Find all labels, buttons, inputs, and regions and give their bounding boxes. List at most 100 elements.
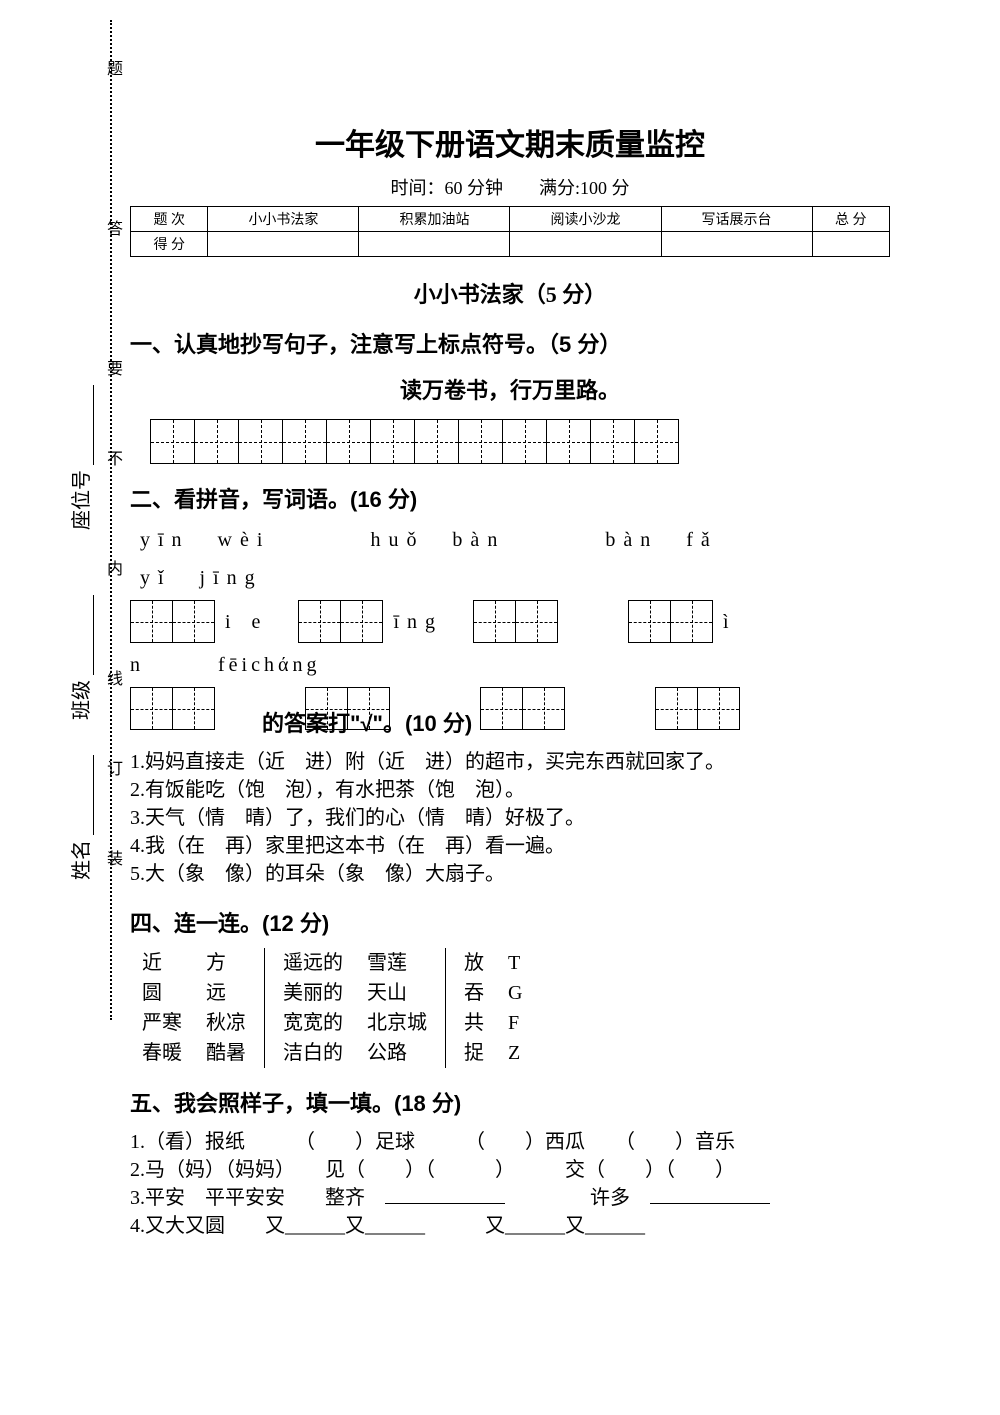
q4-g1r0: 方: [206, 948, 246, 978]
field-name-label: 姓名: [71, 840, 93, 880]
field-class-label: 班级: [71, 680, 93, 720]
field-seat-line[interactable]: [76, 385, 94, 465]
q4-g2r0: 雪莲: [367, 948, 427, 978]
q4-g2r3: 公路: [367, 1038, 427, 1068]
q4-g1l0: 近: [142, 948, 182, 978]
field-seat-label: 座位号: [71, 470, 93, 530]
section1-label: 小小书法家（5 分）: [130, 277, 890, 309]
q4-g3l0: 放: [464, 948, 484, 978]
binding-label-0: 题: [100, 60, 124, 76]
field-seat: 座位号: [65, 385, 94, 530]
q3-l3: 3.天气（情 晴）了，我们的心（情 晴）好极了。: [130, 804, 890, 832]
score-h2: 积累加油站: [359, 207, 510, 232]
q4-g2l0: 遥远的: [283, 948, 343, 978]
q4-g3-right: T G F Z: [496, 948, 534, 1068]
q4-g3r0: T: [508, 948, 522, 978]
q4-g2r1: 天山: [367, 978, 427, 1008]
q5-blank-2[interactable]: [650, 1186, 770, 1204]
q5-l3: 3.平安 平平安安 整齐 许多: [130, 1184, 890, 1212]
binding-label-2: 要: [100, 360, 124, 376]
q4-g3r1: G: [508, 978, 522, 1008]
q3-body: 1.妈妈直接走（近 进）附（近 进）的超市，买完东西就回家了。 2.有饭能吃（饱…: [130, 748, 890, 888]
q5-l3a: 3.平安 平平安安 整齐: [130, 1187, 385, 1209]
q4-heading: 四、连一连。(12 分): [130, 906, 890, 938]
q2-box-e[interactable]: [130, 687, 215, 730]
score-h1: 小小书法家: [208, 207, 359, 232]
q3-l4: 4.我（在 再）家里把这本书（在 再）看一遍。: [130, 832, 890, 860]
q4-div2: [445, 948, 446, 1068]
q2-p2: huǒ bàn: [370, 524, 505, 556]
q4-g1l1: 圆: [142, 978, 182, 1008]
score-cell-1[interactable]: [208, 232, 359, 257]
q3-l5: 5.大（象 像）的耳朵（象 像）大扇子。: [130, 860, 890, 888]
q5-body: 1.（看）报纸 （ ）足球 （ ）西瓜 （ ）音乐 2.马（妈）（妈妈） 见（ …: [130, 1128, 890, 1240]
q4-g2-right: 雪莲 天山 北京城 公路: [355, 948, 439, 1068]
field-class-line[interactable]: [76, 595, 94, 675]
score-cell-5[interactable]: [812, 232, 889, 257]
exam-title: 一年级下册语文期末质量监控: [130, 120, 890, 164]
q4-body: 近 圆 严寒 春暖 方 远 秋凉 酷暑 遥远的 美丽的 宽宽的 洁白的 雪莲 天…: [130, 948, 890, 1068]
q2-box-c[interactable]: [473, 600, 558, 643]
q2-body: yīn wèi huǒ bàn bàn fǎ yǐ jīng i e īng ì…: [130, 524, 890, 730]
dotted-binding-line: [110, 20, 112, 1020]
score-cell-4[interactable]: [661, 232, 812, 257]
q5-l1: 1.（看）报纸 （ ）足球 （ ）西瓜 （ ）音乐: [130, 1128, 890, 1156]
q4-g1l3: 春暖: [142, 1038, 182, 1068]
q1-sentence: 读万卷书，行万里路。: [130, 373, 890, 405]
time-score: 时间：60 分钟 满分:100 分: [130, 174, 890, 200]
q5-l4: 4.又大又圆 又______又______ 又______又______: [130, 1212, 890, 1240]
binding-label-4: 内: [100, 560, 124, 576]
q4-g1l2: 严寒: [142, 1008, 182, 1038]
q2-suf-d: ì: [723, 606, 737, 638]
q4-g1r3: 酷暑: [206, 1038, 246, 1068]
q2-box-g[interactable]: [480, 687, 565, 730]
score-h3: 阅读小沙龙: [510, 207, 661, 232]
q5-l2: 2.马（妈）（妈妈） 见（ ）（ ） 交（ ）（ ）: [130, 1156, 890, 1184]
q4-g3l3: 捉: [464, 1038, 484, 1068]
binding-label-6: 订: [100, 760, 124, 776]
score-table: 题 次 小小书法家 积累加油站 阅读小沙龙 写话展示台 总 分 得 分: [130, 206, 890, 257]
score-h0: 题 次: [131, 207, 208, 232]
q1-heading: 一、认真地抄写句子，注意写上标点符号。（5 分）: [130, 327, 890, 359]
q3-l1: 1.妈妈直接走（近 进）附（近 进）的超市，买完东西就回家了。: [130, 748, 890, 776]
q2-mid: fēichάng: [218, 649, 320, 681]
exam-content: 一年级下册语文期末质量监控 时间：60 分钟 满分:100 分 题 次 小小书法…: [130, 120, 890, 1240]
q4-g1r2: 秋凉: [206, 1008, 246, 1038]
binding-label-1: 答: [100, 220, 124, 236]
q2-heading: 二、看拼音，写词语。(16 分): [130, 482, 890, 514]
q5-l3b: 许多: [510, 1187, 650, 1209]
q2-lead: n: [130, 649, 148, 681]
q2-box-d[interactable]: [628, 600, 713, 643]
score-cell-2[interactable]: [359, 232, 510, 257]
field-class: 班级: [65, 595, 94, 720]
q4-g1-right: 方 远 秋凉 酷暑: [194, 948, 258, 1068]
q2-p3: bàn fǎ: [605, 524, 717, 556]
q5-blank-1[interactable]: [385, 1186, 505, 1204]
q2-box-b[interactable]: [298, 600, 383, 643]
q4-g2l1: 美丽的: [283, 978, 343, 1008]
q4-g3l2: 共: [464, 1008, 484, 1038]
q3-l2: 2.有饭能吃（饱 泡），有水把茶（饱 泡）。: [130, 776, 890, 804]
q4-div1: [264, 948, 265, 1068]
q2-box-a[interactable]: [130, 600, 215, 643]
field-name-line[interactable]: [76, 755, 94, 835]
q4-g1r1: 远: [206, 978, 246, 1008]
q2-p4: yǐ jīng: [140, 562, 263, 594]
binding-margin: 题 答 要 不 内 线 订 装 座位号 班级 姓名: [15, 0, 115, 1020]
binding-label-7: 装: [100, 850, 124, 866]
field-name: 姓名: [65, 755, 94, 880]
score-row-label: 得 分: [131, 232, 208, 257]
q2-box-f[interactable]: [305, 687, 390, 730]
q2-suf-b: īng: [393, 606, 443, 638]
q4-g3r3: Z: [508, 1038, 522, 1068]
score-h5: 总 分: [812, 207, 889, 232]
q4-g2r2: 北京城: [367, 1008, 427, 1038]
q4-g2-left: 遥远的 美丽的 宽宽的 洁白的: [271, 948, 355, 1068]
binding-label-3: 不: [100, 450, 124, 466]
score-cell-3[interactable]: [510, 232, 661, 257]
q4-g2l2: 宽宽的: [283, 1008, 343, 1038]
score-h4: 写话展示台: [661, 207, 812, 232]
q1-copy-grid[interactable]: [150, 419, 870, 464]
q2-box-h[interactable]: [655, 687, 740, 730]
q4-g3-left: 放 吞 共 捉: [452, 948, 496, 1068]
